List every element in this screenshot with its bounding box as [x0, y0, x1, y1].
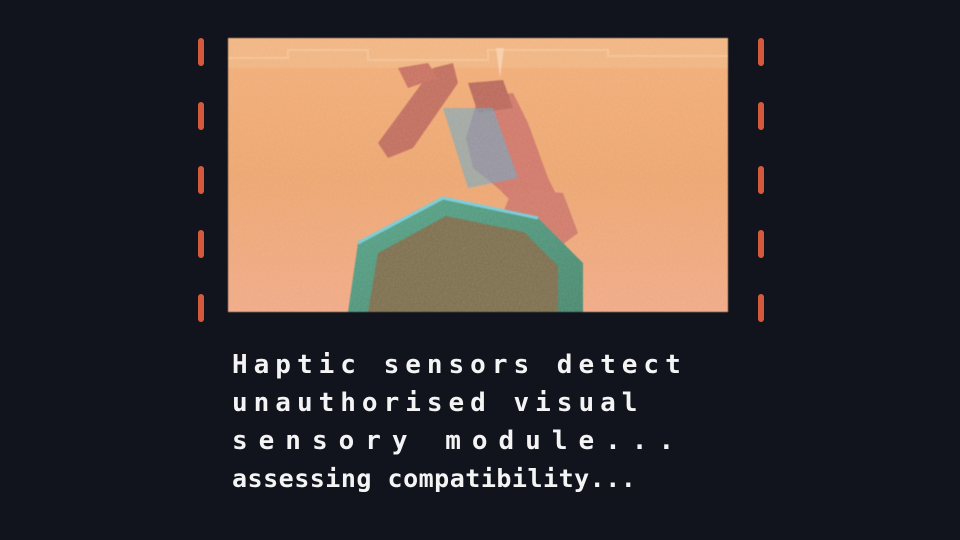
left-frame-dashes — [198, 38, 204, 322]
frame-dash — [198, 166, 204, 194]
dialogue-line-1: Haptic sensors detect — [232, 350, 687, 380]
frame-dash — [198, 230, 204, 258]
frame-dash — [198, 294, 204, 322]
frame-dash — [758, 38, 764, 66]
frame-dash — [758, 102, 764, 130]
right-frame-dashes — [758, 38, 764, 322]
frame-dash — [198, 38, 204, 66]
frame-dash — [758, 230, 764, 258]
frame-dash — [758, 166, 764, 194]
dialogue-line-4: assessing compatibility... — [232, 464, 637, 493]
dialogue-line-3: sensory module... — [232, 426, 686, 456]
scene-viewport — [228, 38, 728, 312]
scene-image — [228, 38, 728, 312]
frame-dash — [198, 102, 204, 130]
frame-dash — [758, 294, 764, 322]
dialogue-line-2: unauthorised visual — [232, 388, 644, 418]
dialogue-text: Haptic sensors detect unauthorised visua… — [232, 346, 732, 498]
